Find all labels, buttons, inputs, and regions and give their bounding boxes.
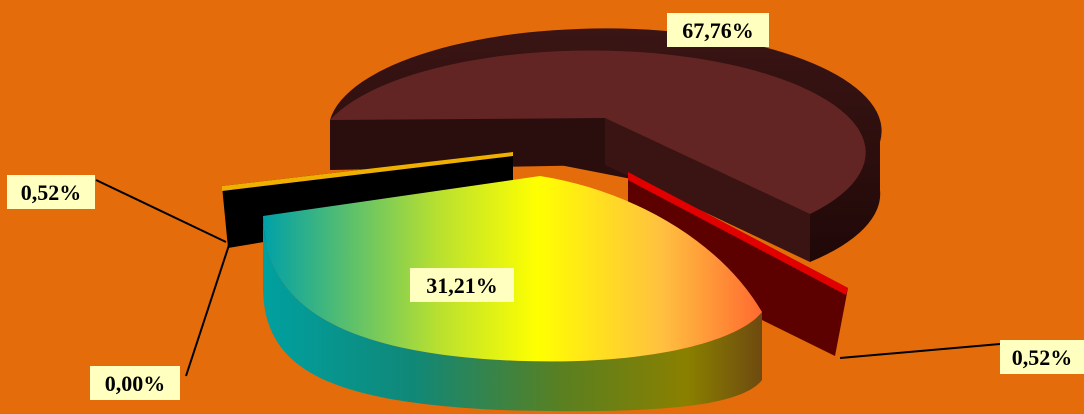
data-label-31-21-text: 31,21% xyxy=(426,273,498,298)
leader-line-left-bottom xyxy=(185,241,231,377)
data-label-0-52-right: 0,52% xyxy=(1000,340,1084,374)
data-label-0-52-right-text: 0,52% xyxy=(1012,345,1073,370)
slice-67-76 xyxy=(330,28,882,262)
leader-line-left-top xyxy=(95,179,227,243)
data-label-0-52-left-text: 0,52% xyxy=(21,180,82,205)
data-label-67-76-text: 67,76% xyxy=(682,18,754,43)
slice-0-52-right xyxy=(628,172,848,356)
leader-line-right xyxy=(839,343,1001,359)
data-label-0-00-text: 0,00% xyxy=(105,371,166,396)
data-label-31-21: 31,21% xyxy=(410,268,514,302)
data-label-0-52-left: 0,52% xyxy=(7,175,95,209)
data-label-0-00: 0,00% xyxy=(90,366,180,400)
data-label-67-76: 67,76% xyxy=(667,13,769,47)
